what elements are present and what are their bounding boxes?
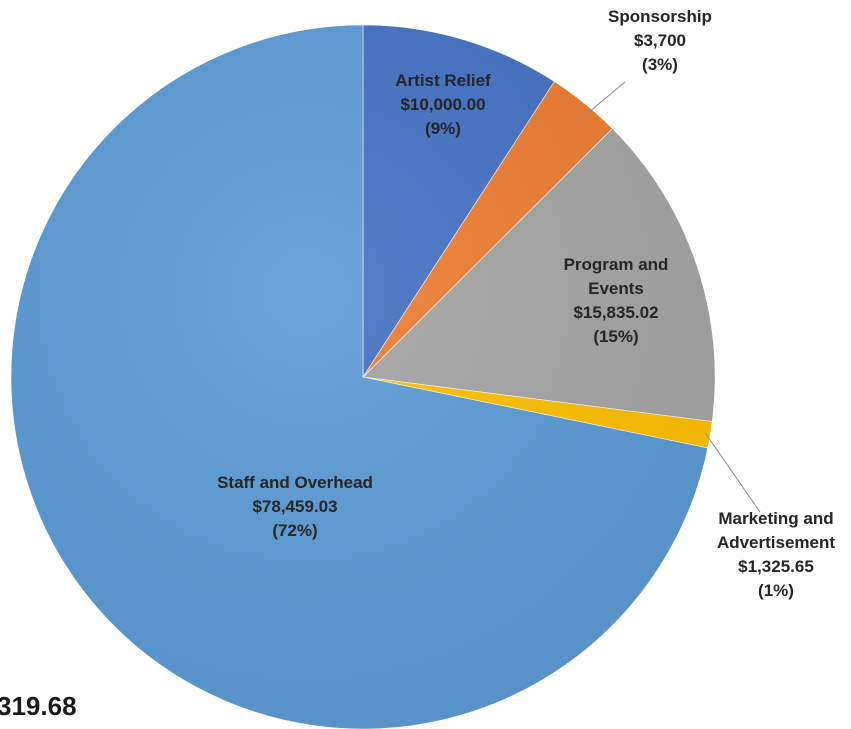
data-label-staff-and-overhead-name: Staff and Overhead <box>217 473 373 492</box>
data-label-marketing-and-advertisement-percent: (1%) <box>758 581 794 600</box>
data-label-program-and-events: Program and Events $15,835.02 (15%) <box>564 255 669 346</box>
data-label-marketing-and-advertisement: Marketing and Advertisement $1,325.65 (1%) <box>717 509 835 600</box>
data-label-artist-relief-value: $10,000.00 <box>400 95 485 114</box>
pie-slices <box>10 24 716 729</box>
data-label-program-and-events-name: Program and <box>564 255 669 274</box>
data-label-program-and-events-name: Events <box>588 279 644 298</box>
data-label-staff-and-overhead: Staff and Overhead $78,459.03 (72%) <box>217 473 373 540</box>
leader-line-marketing-and-advertisement <box>705 433 761 513</box>
data-label-sponsorship: Sponsorship $3,700 (3%) <box>608 7 712 74</box>
data-label-artist-relief-percent: (9%) <box>425 119 461 138</box>
leader-line-sponsorship <box>576 81 626 123</box>
data-label-program-and-events-percent: (15%) <box>593 327 638 346</box>
data-label-marketing-and-advertisement-name: Marketing and <box>718 509 833 528</box>
total-amount-fragment: 319.68 <box>0 691 77 721</box>
data-label-sponsorship-value: $3,700 <box>634 31 686 50</box>
data-label-artist-relief-name: Artist Relief <box>395 71 491 90</box>
data-labels: Artist Relief $10,000.00 (9%) Sponsorship $3… <box>217 7 835 600</box>
data-label-artist-relief: Artist Relief $10,000.00 (9%) <box>395 71 491 138</box>
data-label-sponsorship-name: Sponsorship <box>608 7 712 26</box>
data-label-staff-and-overhead-percent: (72%) <box>272 521 317 540</box>
data-label-marketing-and-advertisement-name: Advertisement <box>717 533 835 552</box>
data-label-marketing-and-advertisement-value: $1,325.65 <box>738 557 814 576</box>
data-label-staff-and-overhead-value: $78,459.03 <box>252 497 337 516</box>
leader-lines <box>576 81 761 513</box>
data-label-sponsorship-percent: (3%) <box>642 55 678 74</box>
data-label-program-and-events-value: $15,835.02 <box>573 303 658 322</box>
